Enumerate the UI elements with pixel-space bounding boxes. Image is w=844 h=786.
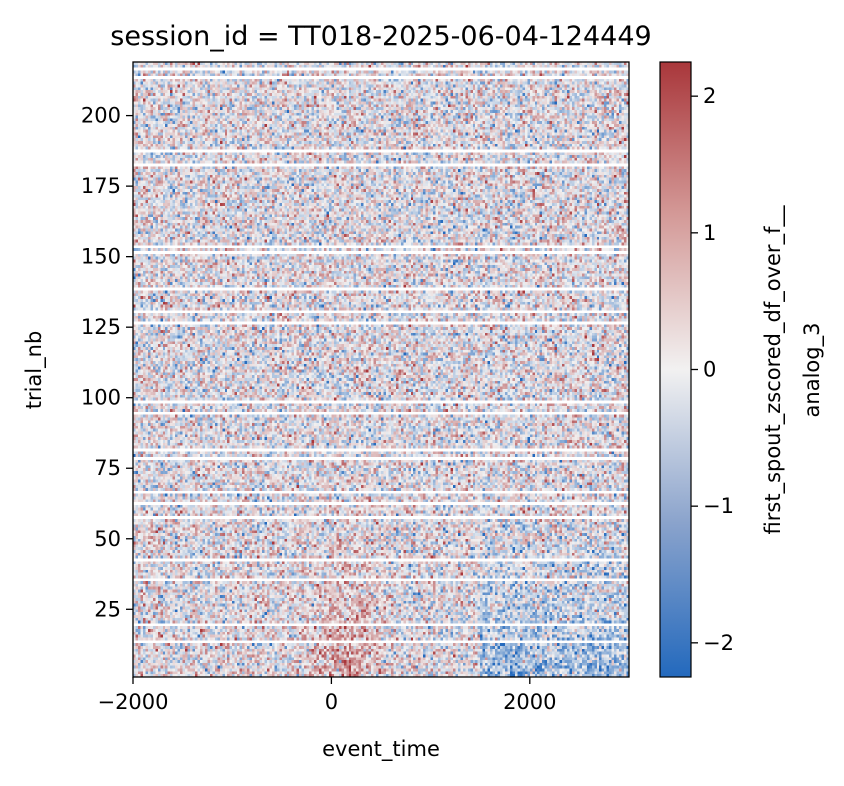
x-tick-label: 2000 — [503, 690, 556, 714]
y-tick-label: 150 — [81, 245, 121, 269]
colorbar-gradient — [660, 62, 691, 677]
y-tick-label: 100 — [81, 386, 121, 410]
x-tick-label: 0 — [325, 690, 338, 714]
heatmap-image — [133, 62, 629, 677]
x-axis: −2000 0 2000 — [97, 677, 557, 714]
plot-frame — [132, 61, 630, 678]
colorbar-tick-label: 1 — [703, 221, 716, 245]
y-axis-label: trial_nb — [22, 331, 47, 410]
colorbar-tick-label: −2 — [703, 631, 734, 655]
y-tick-label: 125 — [81, 315, 121, 339]
y-tick-label: 175 — [81, 174, 121, 198]
heatmap-plot-area — [132, 61, 630, 678]
y-tick-label: 200 — [81, 104, 121, 128]
y-tick-label: 25 — [94, 597, 121, 621]
colorbar-label-line2: analog_3 — [800, 323, 825, 418]
y-axis: 25 50 75 100 125 150 175 200 — [81, 104, 133, 621]
y-tick-label: 50 — [94, 527, 121, 551]
colorbar-tick-label: 0 — [703, 358, 716, 382]
colorbar-tick-label: −1 — [703, 494, 734, 518]
colorbar-label-line1: first_spout_zscored_df_over_f__ — [761, 205, 786, 534]
y-tick-label: 75 — [94, 456, 121, 480]
colorbar-ticks: −2 −1 0 1 2 — [691, 84, 734, 655]
chart-title: session_id = TT018-2025-06-04-124449 — [110, 21, 651, 52]
colorbar-tick-label: 2 — [703, 84, 716, 108]
x-tick-label: −2000 — [97, 690, 168, 714]
x-axis-label: event_time — [322, 737, 440, 762]
